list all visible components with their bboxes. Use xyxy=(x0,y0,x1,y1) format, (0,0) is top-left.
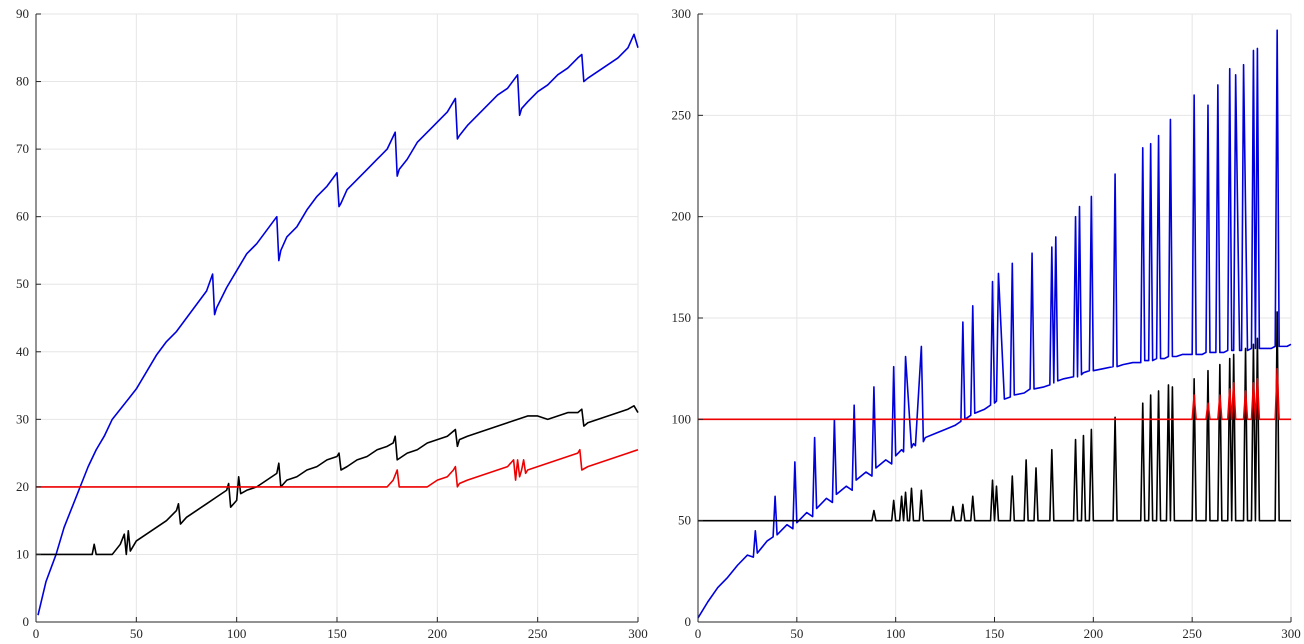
y-tick-label: 200 xyxy=(672,209,692,224)
x-tick-label: 50 xyxy=(130,626,143,641)
y-tick-label: 40 xyxy=(16,344,29,359)
y-tick-label: 20 xyxy=(16,479,29,494)
y-tick-label: 30 xyxy=(16,411,29,426)
y-tick-label: 150 xyxy=(672,310,692,325)
x-tick-label: 150 xyxy=(327,626,347,641)
y-tick-label: 70 xyxy=(16,141,29,156)
series-line-0 xyxy=(37,33,639,616)
series-line-2 xyxy=(36,448,639,488)
x-tick-label: 0 xyxy=(695,626,702,641)
x-tick-label: 200 xyxy=(428,626,448,641)
y-tick-label: 100 xyxy=(672,411,692,426)
y-tick-label: 60 xyxy=(16,209,29,224)
series-line-1 xyxy=(36,405,639,556)
x-tick-label: 300 xyxy=(1281,626,1301,641)
x-tick-label: 150 xyxy=(985,626,1005,641)
x-tick-label: 250 xyxy=(528,626,548,641)
x-tick-label: 100 xyxy=(886,626,906,641)
y-tick-label: 10 xyxy=(16,546,29,561)
right-chart: 0 50 100 150 200 250 300 0 50 100 150 200 250 300 xyxy=(672,6,1301,641)
y-tick-label: 50 xyxy=(16,276,29,291)
series-line-0 xyxy=(697,29,1292,619)
x-tick-label: 100 xyxy=(227,626,247,641)
left-chart: 0 50 100 150 200 250 300 0 10 20 30 40 50 60 70 80 90 xyxy=(16,6,648,641)
x-tick-label: 0 xyxy=(33,626,40,641)
series-line-1 xyxy=(698,311,1291,522)
y-tick-label: 0 xyxy=(23,614,30,629)
x-tick-label: 200 xyxy=(1084,626,1104,641)
y-tick-label: 80 xyxy=(16,74,29,89)
y-tick-label: 300 xyxy=(672,6,692,21)
y-tick-label: 90 xyxy=(16,6,29,21)
x-tick-label: 50 xyxy=(790,626,803,641)
y-tick-label: 50 xyxy=(678,513,691,528)
x-tick-label: 300 xyxy=(628,626,648,641)
y-tick-label: 0 xyxy=(685,614,692,629)
x-tick-label: 250 xyxy=(1182,626,1202,641)
y-tick-label: 250 xyxy=(672,107,692,122)
series-line-2 xyxy=(698,367,1291,421)
